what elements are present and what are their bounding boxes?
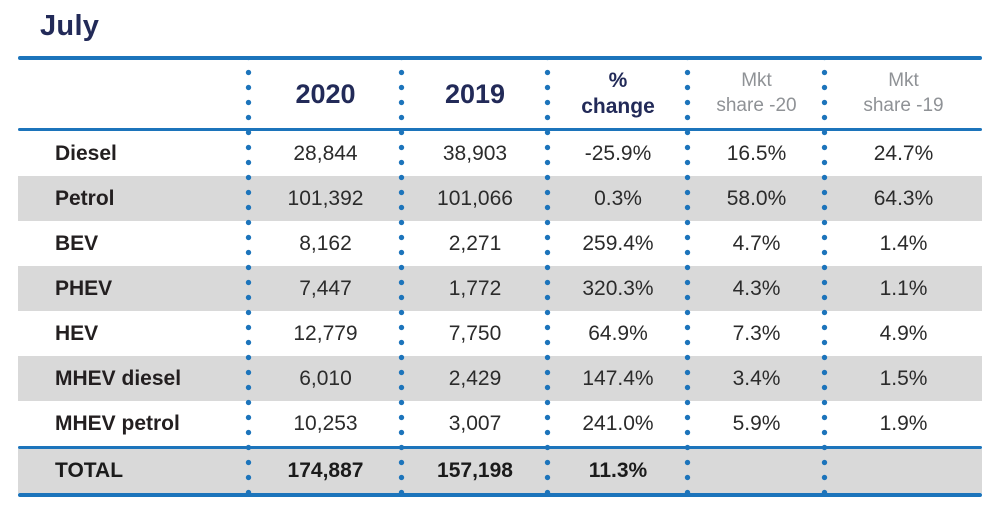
cell-mkt-share-19: 1.1% bbox=[879, 276, 928, 300]
table-row-bev: BEV 8,162 2,271 259.4% 4.7% 1.4% bbox=[18, 221, 982, 266]
header-mkt-share-20-line1: Mkt bbox=[741, 70, 772, 92]
cell-2019: 2,271 bbox=[448, 231, 502, 255]
cell-pct-change: 259.4% bbox=[582, 231, 654, 255]
row-label: Diesel bbox=[55, 141, 117, 165]
header-mkt-share-20-line2: share -20 bbox=[716, 95, 797, 116]
header-rule bbox=[18, 128, 982, 131]
cell-2020: 28,844 bbox=[293, 141, 358, 165]
cell-mkt-share-20: 4.7% bbox=[732, 231, 781, 255]
cell-mkt-share-20: 7.3% bbox=[732, 321, 781, 345]
header-pct-change-line2: change bbox=[581, 95, 655, 118]
header-mkt-share-19-line1: Mkt bbox=[888, 70, 919, 92]
header-2020: 2020 bbox=[295, 78, 356, 109]
cell-mkt-share-20: 58.0% bbox=[726, 186, 787, 210]
header-2019: 2019 bbox=[444, 78, 506, 109]
table-row-petrol: Petrol 101,392 101,066 0.3% 58.0% 64.3% bbox=[18, 176, 982, 221]
cell-2019: 3,007 bbox=[448, 411, 502, 435]
row-label: Petrol bbox=[55, 186, 115, 210]
cell-mkt-share-20: 16.5% bbox=[726, 141, 787, 165]
row-label: BEV bbox=[55, 231, 99, 255]
total-2019: 157,198 bbox=[437, 459, 513, 482]
registrations-table: 2020 2019 % change Mkt share -20 Mkt sha… bbox=[18, 56, 982, 497]
table-row-diesel: Diesel 28,844 38,903 -25.9% 16.5% 24.7% bbox=[18, 131, 982, 176]
header-pct-change: % change bbox=[548, 68, 688, 121]
row-label: MHEV diesel bbox=[55, 366, 182, 390]
cell-mkt-share-19: 1.5% bbox=[879, 366, 928, 390]
cell-2019: 2,429 bbox=[448, 366, 502, 390]
top-rule bbox=[18, 56, 982, 60]
total-rule bbox=[18, 446, 982, 449]
cell-mkt-share-19: 4.9% bbox=[879, 321, 928, 345]
cell-2020: 12,779 bbox=[293, 321, 358, 345]
cell-2019: 101,066 bbox=[437, 186, 513, 210]
header-mkt-share-19-line2: share -19 bbox=[863, 95, 944, 116]
cell-mkt-share-19: 64.3% bbox=[873, 186, 934, 210]
table-row-mhev-petrol: MHEV petrol 10,253 3,007 241.0% 5.9% 1.9… bbox=[18, 401, 982, 446]
cell-pct-change: 64.9% bbox=[588, 321, 648, 345]
header-mkt-share-20: Mkt share -20 bbox=[688, 69, 825, 118]
table-row-mhev-diesel: MHEV diesel 6,010 2,429 147.4% 3.4% 1.5% bbox=[18, 356, 982, 401]
cell-mkt-share-20: 5.9% bbox=[732, 411, 781, 435]
table-row-hev: HEV 12,779 7,750 64.9% 7.3% 4.9% bbox=[18, 311, 982, 356]
cell-2020: 8,162 bbox=[299, 231, 352, 255]
header-mkt-share-19: Mkt share -19 bbox=[825, 69, 982, 118]
cell-pct-change: 0.3% bbox=[594, 186, 642, 210]
table-row-phev: PHEV 7,447 1,772 320.3% 4.3% 1.1% bbox=[18, 266, 982, 311]
row-label: HEV bbox=[55, 321, 99, 345]
cell-pct-change: 147.4% bbox=[582, 366, 654, 390]
cell-mkt-share-19: 1.9% bbox=[879, 411, 928, 435]
total-label: TOTAL bbox=[55, 459, 124, 482]
cell-2020: 7,447 bbox=[299, 276, 352, 300]
row-label: PHEV bbox=[55, 276, 113, 300]
row-label: MHEV petrol bbox=[55, 411, 180, 435]
cell-mkt-share-19: 24.7% bbox=[873, 141, 934, 165]
cell-pct-change: 320.3% bbox=[582, 276, 654, 300]
cell-2019: 38,903 bbox=[442, 141, 508, 165]
cell-2019: 7,750 bbox=[448, 321, 502, 345]
cell-mkt-share-20: 4.3% bbox=[732, 276, 781, 300]
cell-pct-change: -25.9% bbox=[584, 141, 652, 165]
cell-pct-change: 241.0% bbox=[582, 411, 654, 435]
total-pct-change: 11.3% bbox=[588, 459, 648, 482]
cell-2020: 10,253 bbox=[293, 411, 358, 435]
cell-2020: 6,010 bbox=[299, 366, 352, 390]
cell-mkt-share-19: 1.4% bbox=[879, 231, 928, 255]
cell-mkt-share-20: 3.4% bbox=[732, 366, 781, 390]
total-2020: 174,887 bbox=[287, 459, 364, 482]
page-title: July bbox=[40, 10, 100, 42]
bottom-rule bbox=[18, 493, 982, 497]
cell-2019: 1,772 bbox=[448, 276, 502, 300]
table-header-row: 2020 2019 % change Mkt share -20 Mkt sha… bbox=[18, 60, 982, 128]
table-row-total: TOTAL 174,887 157,198 11.3% bbox=[18, 449, 982, 493]
header-pct-change-line1: % bbox=[608, 68, 628, 92]
cell-2020: 101,392 bbox=[287, 186, 364, 210]
